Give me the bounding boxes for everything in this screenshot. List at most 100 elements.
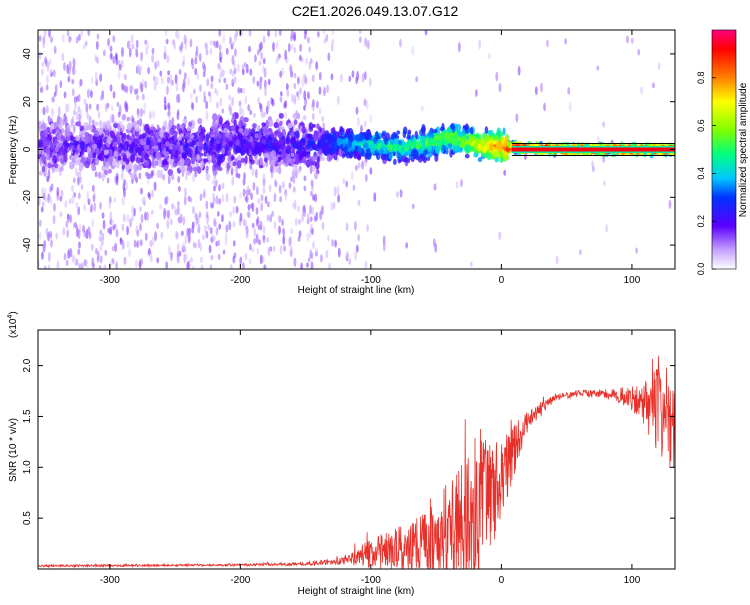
- noise-blob: [118, 63, 122, 71]
- noise-blob: [98, 235, 102, 242]
- noise-blob: [284, 49, 288, 60]
- ridge-blob: [45, 137, 51, 146]
- noise-blob: [233, 195, 237, 204]
- ridge-blob: [330, 147, 336, 155]
- ridge-blob: [194, 141, 201, 147]
- noise-blob: [260, 193, 264, 202]
- ridge-blob: [489, 142, 494, 152]
- noise-blob: [355, 106, 359, 115]
- ridge-blob: [51, 129, 56, 134]
- noise-blob: [534, 86, 538, 96]
- noise-blob: [150, 209, 154, 215]
- noise-blob: [304, 76, 308, 85]
- ridge-blob: [189, 134, 195, 139]
- noise-blob: [273, 220, 277, 230]
- noise-blob: [256, 80, 260, 87]
- ridge-blob: [450, 124, 455, 130]
- noise-blob: [216, 211, 220, 217]
- ridge-blob: [163, 164, 169, 172]
- noise-blob: [41, 61, 45, 68]
- noise-blob: [184, 43, 188, 50]
- noise-blob: [183, 72, 187, 80]
- noise-blob: [203, 188, 206, 199]
- ridge-blob: [350, 150, 354, 159]
- noise-blob: [198, 211, 202, 219]
- noise-blob: [87, 198, 91, 206]
- noise-blob: [120, 59, 124, 68]
- stable-band-core: [511, 147, 675, 152]
- noise-blob: [248, 243, 252, 251]
- ridge-blob: [393, 137, 399, 144]
- noise-blob: [217, 239, 221, 247]
- ridge-blob: [456, 146, 461, 153]
- ridge-blob: [228, 139, 233, 148]
- noise-blob: [43, 187, 47, 195]
- ridge-blob: [40, 134, 46, 140]
- ridge-blob: [376, 142, 381, 151]
- ridge-blob: [45, 146, 51, 155]
- noise-blob: [251, 247, 255, 253]
- noise-blob: [94, 171, 98, 178]
- noise-blob: [278, 30, 282, 36]
- noise-blob: [95, 40, 99, 50]
- noise-blob: [159, 70, 163, 77]
- noise-blob: [75, 227, 79, 238]
- noise-blob: [156, 222, 160, 230]
- noise-blob: [271, 98, 275, 107]
- noise-blob: [180, 230, 184, 236]
- ridge-blob: [278, 112, 284, 119]
- ridge-blob: [201, 126, 206, 134]
- noise-blob: [286, 90, 290, 98]
- noise-blob: [364, 173, 368, 182]
- noise-blob: [411, 45, 415, 56]
- noise-blob: [91, 218, 95, 228]
- noise-blob: [235, 30, 239, 38]
- noise-blob: [47, 193, 50, 204]
- noise-blob: [166, 85, 169, 96]
- noise-blob: [262, 234, 266, 244]
- noise-blob: [123, 84, 127, 93]
- noise-blob: [46, 175, 49, 183]
- noise-blob: [61, 33, 65, 43]
- noise-blob: [212, 40, 216, 47]
- noise-blob: [237, 87, 241, 94]
- noise-blob: [271, 210, 275, 218]
- ridge-blob: [192, 166, 198, 172]
- noise-blob: [303, 105, 306, 111]
- noise-blob: [306, 218, 310, 225]
- noise-blob: [126, 214, 130, 223]
- ridge-blob: [112, 161, 116, 166]
- ridge-blob: [442, 129, 447, 135]
- ridge-blob: [366, 133, 372, 141]
- ridge-blob: [342, 139, 348, 146]
- ridge-blob: [106, 119, 111, 129]
- ridge-blob: [180, 157, 185, 166]
- noise-blob: [45, 105, 49, 114]
- noise-blob: [288, 236, 292, 247]
- noise-blob: [133, 239, 137, 248]
- noise-blob: [101, 212, 105, 219]
- ridge-blob: [426, 156, 431, 161]
- ridge-blob: [97, 153, 103, 160]
- noise-blob: [108, 196, 112, 204]
- noise-blob: [244, 253, 248, 261]
- ridge-blob: [329, 136, 333, 143]
- noise-blob: [318, 86, 322, 96]
- ridge-blob: [66, 142, 71, 148]
- colorbar-ticks: 0.00.20.40.60.8: [696, 72, 716, 275]
- noise-blob: [149, 240, 153, 248]
- noise-blob: [192, 88, 196, 95]
- noise-blob: [109, 226, 113, 235]
- noise-blob: [151, 53, 154, 63]
- noise-blob: [191, 102, 195, 111]
- noise-blob: [230, 167, 234, 176]
- noise-blob: [657, 62, 661, 71]
- ridge-blob: [76, 159, 80, 166]
- noise-blob: [264, 195, 268, 204]
- noise-blob: [190, 58, 194, 66]
- noise-blob: [201, 234, 205, 241]
- noise-blob: [108, 202, 112, 209]
- ridge-blob: [271, 159, 276, 168]
- noise-blob: [115, 261, 119, 269]
